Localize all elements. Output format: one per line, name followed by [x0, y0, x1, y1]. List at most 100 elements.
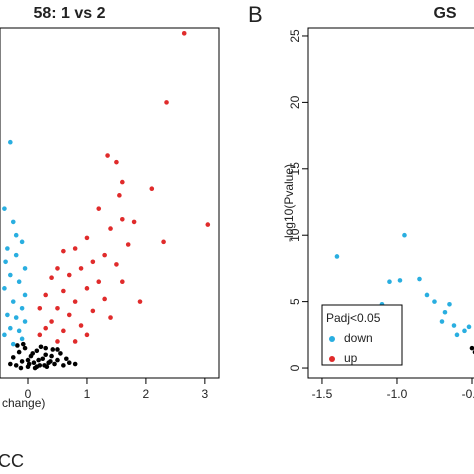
point — [55, 339, 60, 344]
point — [10, 341, 16, 347]
point — [424, 292, 430, 298]
point — [13, 315, 19, 320]
point — [417, 276, 422, 282]
point — [102, 252, 107, 258]
point — [114, 159, 119, 165]
point — [10, 219, 16, 225]
point — [120, 179, 125, 185]
legend-marker — [329, 336, 335, 342]
point — [96, 279, 102, 285]
point — [102, 296, 107, 302]
point — [105, 153, 110, 158]
point — [55, 357, 60, 363]
point — [108, 226, 113, 231]
point — [49, 353, 54, 359]
y-tick-label: 5 — [288, 298, 302, 305]
point — [40, 356, 46, 362]
point — [120, 279, 125, 285]
point — [16, 279, 22, 285]
point — [5, 246, 10, 251]
panel-label: B — [248, 2, 263, 27]
point — [469, 345, 474, 351]
point — [181, 31, 187, 36]
point — [451, 323, 457, 328]
point — [66, 360, 72, 366]
point — [466, 324, 472, 330]
point — [2, 332, 7, 338]
point — [10, 355, 16, 360]
point — [2, 286, 7, 291]
point — [43, 345, 48, 351]
point — [66, 272, 72, 278]
point — [78, 323, 84, 328]
legend-label: up — [344, 351, 358, 365]
point — [34, 364, 40, 370]
point — [16, 349, 22, 355]
point — [20, 341, 26, 347]
point — [49, 275, 54, 281]
point — [5, 312, 10, 318]
point — [36, 357, 41, 363]
point — [84, 235, 90, 241]
legend-marker — [329, 356, 335, 362]
point — [8, 325, 13, 331]
point — [125, 242, 131, 247]
point — [334, 254, 340, 259]
point — [43, 292, 48, 298]
point — [25, 357, 31, 363]
legend-label: down — [344, 331, 373, 345]
point — [55, 305, 60, 311]
point — [84, 332, 90, 338]
point — [49, 319, 54, 324]
point — [387, 279, 392, 285]
point — [48, 359, 53, 364]
point — [78, 266, 84, 271]
point — [38, 344, 44, 350]
chart-title: GS — [433, 5, 456, 22]
y-axis-label: -log10(Pvalue) — [282, 164, 296, 242]
chart-title: 58: 1 vs 2 — [33, 5, 105, 22]
point — [43, 352, 48, 358]
plot-frame — [307, 27, 474, 379]
point — [454, 332, 460, 338]
point — [114, 262, 119, 267]
point — [37, 332, 43, 338]
y-tick-label: 10 — [288, 228, 302, 242]
point — [161, 239, 166, 245]
point — [8, 139, 13, 145]
point — [19, 336, 25, 342]
point — [205, 222, 211, 227]
point — [439, 319, 445, 324]
point — [3, 259, 8, 265]
point — [72, 299, 78, 304]
point — [43, 325, 48, 331]
point — [13, 252, 19, 258]
x-tick-label: 2 — [143, 387, 150, 401]
point — [462, 328, 467, 334]
point — [15, 343, 20, 348]
point — [402, 232, 407, 238]
plot-frame — [0, 27, 220, 379]
point — [18, 365, 24, 371]
x-axis-label: change) — [2, 396, 45, 410]
y-tick-label: 0 — [288, 364, 302, 371]
point — [84, 286, 90, 291]
point — [22, 266, 28, 271]
point — [108, 315, 113, 320]
y-tick-label: 15 — [288, 162, 302, 176]
point — [447, 301, 452, 307]
footer-text: CC — [0, 451, 24, 471]
point — [55, 266, 60, 271]
point — [164, 100, 169, 105]
point — [397, 278, 403, 283]
point — [61, 328, 66, 334]
plot-points — [2, 31, 211, 371]
point — [19, 305, 25, 311]
point — [37, 305, 43, 311]
point — [72, 339, 78, 344]
point — [19, 359, 25, 364]
point — [442, 309, 448, 315]
point — [42, 363, 47, 368]
y-tick-label: 20 — [288, 95, 302, 109]
x-tick-label: -0.5 — [462, 387, 474, 401]
